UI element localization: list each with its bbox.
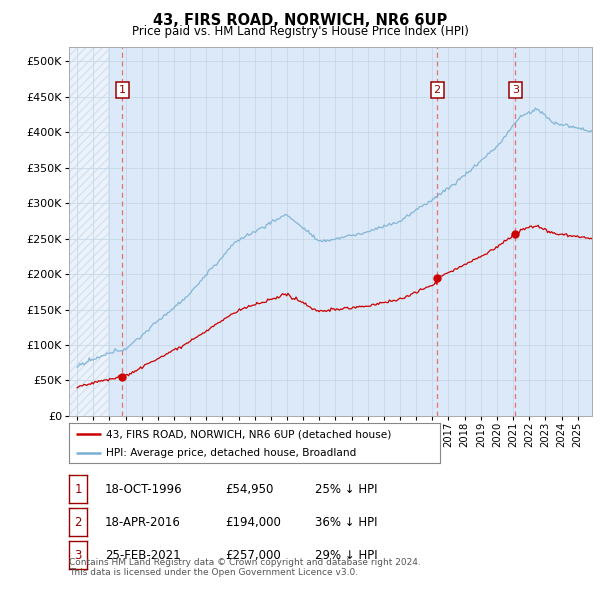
Text: 43, FIRS ROAD, NORWICH, NR6 6UP (detached house): 43, FIRS ROAD, NORWICH, NR6 6UP (detache… — [106, 430, 391, 440]
Text: 25% ↓ HPI: 25% ↓ HPI — [315, 483, 377, 496]
Text: 18-APR-2016: 18-APR-2016 — [105, 516, 181, 529]
Text: £257,000: £257,000 — [225, 549, 281, 562]
Text: 29% ↓ HPI: 29% ↓ HPI — [315, 549, 377, 562]
Text: 18-OCT-1996: 18-OCT-1996 — [105, 483, 182, 496]
Text: 2: 2 — [74, 516, 82, 529]
Text: Contains HM Land Registry data © Crown copyright and database right 2024.
This d: Contains HM Land Registry data © Crown c… — [69, 558, 421, 577]
Text: 1: 1 — [119, 85, 126, 95]
Text: £194,000: £194,000 — [225, 516, 281, 529]
Text: 2: 2 — [434, 85, 441, 95]
Text: HPI: Average price, detached house, Broadland: HPI: Average price, detached house, Broa… — [106, 448, 356, 458]
Text: 25-FEB-2021: 25-FEB-2021 — [105, 549, 181, 562]
Text: 3: 3 — [512, 85, 519, 95]
Text: £54,950: £54,950 — [225, 483, 274, 496]
Text: 1: 1 — [74, 483, 82, 496]
Text: 3: 3 — [74, 549, 82, 562]
Text: 36% ↓ HPI: 36% ↓ HPI — [315, 516, 377, 529]
Text: 43, FIRS ROAD, NORWICH, NR6 6UP: 43, FIRS ROAD, NORWICH, NR6 6UP — [153, 13, 447, 28]
Text: Price paid vs. HM Land Registry's House Price Index (HPI): Price paid vs. HM Land Registry's House … — [131, 25, 469, 38]
